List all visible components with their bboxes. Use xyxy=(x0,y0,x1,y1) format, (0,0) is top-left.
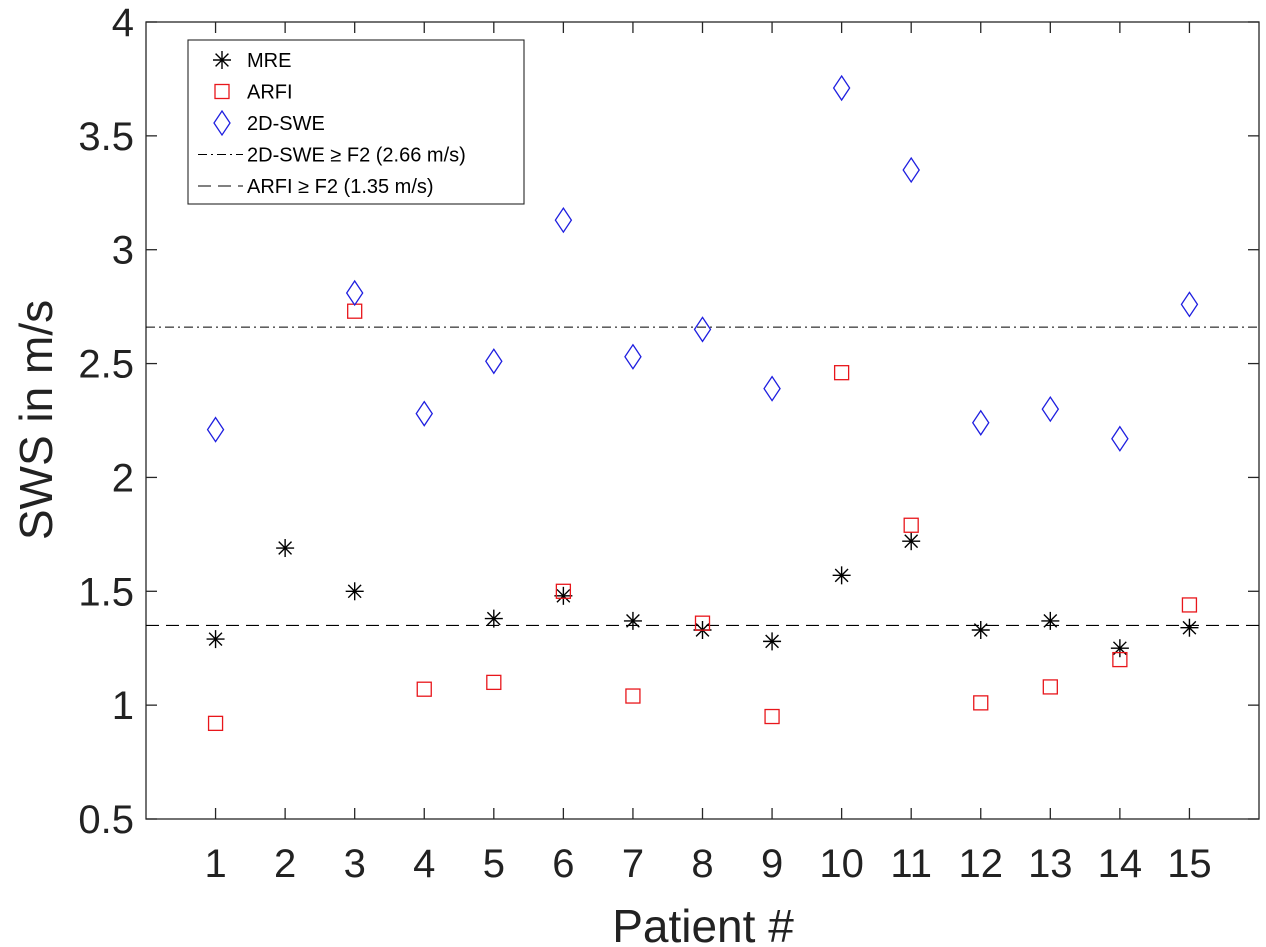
x-tick-label: 10 xyxy=(819,842,864,886)
mre-point xyxy=(902,532,921,551)
x-tick-label: 11 xyxy=(890,842,932,886)
legend-label: ARFI ≥ F2 (1.35 m/s) xyxy=(247,176,434,198)
mre-point xyxy=(1110,639,1129,658)
mre-point xyxy=(832,566,851,585)
x-axis-label: Patient # xyxy=(612,900,794,947)
y-tick-label: 3.5 xyxy=(78,115,134,159)
x-tick-label: 6 xyxy=(552,842,574,886)
2d-swe-point xyxy=(832,74,851,102)
arfi-point xyxy=(694,615,711,631)
x-tick-label: 15 xyxy=(1167,842,1212,886)
arfi-point xyxy=(207,715,224,732)
x-tick-label: 12 xyxy=(959,842,1004,886)
2d-swe-point xyxy=(1180,291,1199,318)
2d-swe-point xyxy=(1041,395,1060,423)
arfi-point xyxy=(903,517,919,533)
y-axis-label: SWS in m/s xyxy=(10,300,62,540)
arfi-point xyxy=(764,708,780,725)
legend-box xyxy=(187,39,525,205)
arfi-point xyxy=(555,583,572,599)
legend-label: ARFI xyxy=(247,82,293,104)
2d-swe-point xyxy=(415,400,434,427)
arfi-point xyxy=(416,681,432,697)
2d-swe-point xyxy=(1111,425,1129,452)
mre-point xyxy=(971,620,990,639)
x-tick-label: 4 xyxy=(413,842,435,886)
2d-swe-point xyxy=(485,348,503,375)
arfi-point xyxy=(1181,597,1198,613)
legend: MRE ARFI 2D-SWE 2D-SWE ≥ F2 (2.66 m/s) ARFI … xyxy=(187,39,525,205)
mre-point xyxy=(623,611,642,630)
y-tick-label: 4 xyxy=(112,1,134,45)
x-tick-label: 2 xyxy=(274,842,296,886)
mre-point xyxy=(1180,618,1199,637)
legend-label: MRE xyxy=(247,50,291,72)
mre-point xyxy=(1041,611,1060,630)
2d-swe-point xyxy=(971,409,990,436)
mre-point xyxy=(484,609,503,628)
legend-marker xyxy=(213,109,231,137)
mre-point xyxy=(276,539,295,558)
y-tick-label: 0.5 xyxy=(78,798,134,842)
arfi-point xyxy=(625,688,641,704)
mre-point xyxy=(554,586,573,605)
arfi-point xyxy=(833,365,850,381)
y-tick-label: 1 xyxy=(112,684,134,728)
legend-label: 2D-SWE ≥ F2 (2.66 m/s) xyxy=(247,145,466,167)
x-tick-label: 8 xyxy=(691,842,713,886)
mre-point xyxy=(763,632,782,651)
2d-swe-point xyxy=(902,156,920,184)
y-tick-label: 2 xyxy=(112,456,134,500)
arfi-point xyxy=(486,674,502,691)
2d-swe-point xyxy=(624,343,642,370)
y-tick-label: 3 xyxy=(112,229,134,273)
x-tick-label: 3 xyxy=(344,842,366,886)
2d-swe-point xyxy=(693,316,712,343)
y-tick-label: 1.5 xyxy=(78,570,134,614)
x-tick-label: 14 xyxy=(1098,842,1143,886)
x-tick-label: 13 xyxy=(1028,842,1073,886)
2d-swe-point xyxy=(345,279,364,307)
mre-point xyxy=(206,630,225,649)
mre-point xyxy=(345,582,364,601)
x-tick-label: 1 xyxy=(204,842,226,886)
arfi-point xyxy=(973,695,989,711)
legend-label: 2D-SWE xyxy=(247,113,325,135)
arfi-point xyxy=(1112,651,1128,668)
legend-marker xyxy=(214,83,230,100)
legend-marker xyxy=(213,51,231,69)
x-tick-label: 9 xyxy=(761,842,783,886)
2d-swe-point xyxy=(554,206,573,234)
arfi-point xyxy=(1042,679,1058,695)
y-tick-label: 2.5 xyxy=(78,343,134,387)
2d-swe-point xyxy=(206,416,225,443)
x-tick-label: 5 xyxy=(483,842,505,886)
2d-swe-point xyxy=(763,375,781,402)
x-tick-label: 7 xyxy=(622,842,644,886)
